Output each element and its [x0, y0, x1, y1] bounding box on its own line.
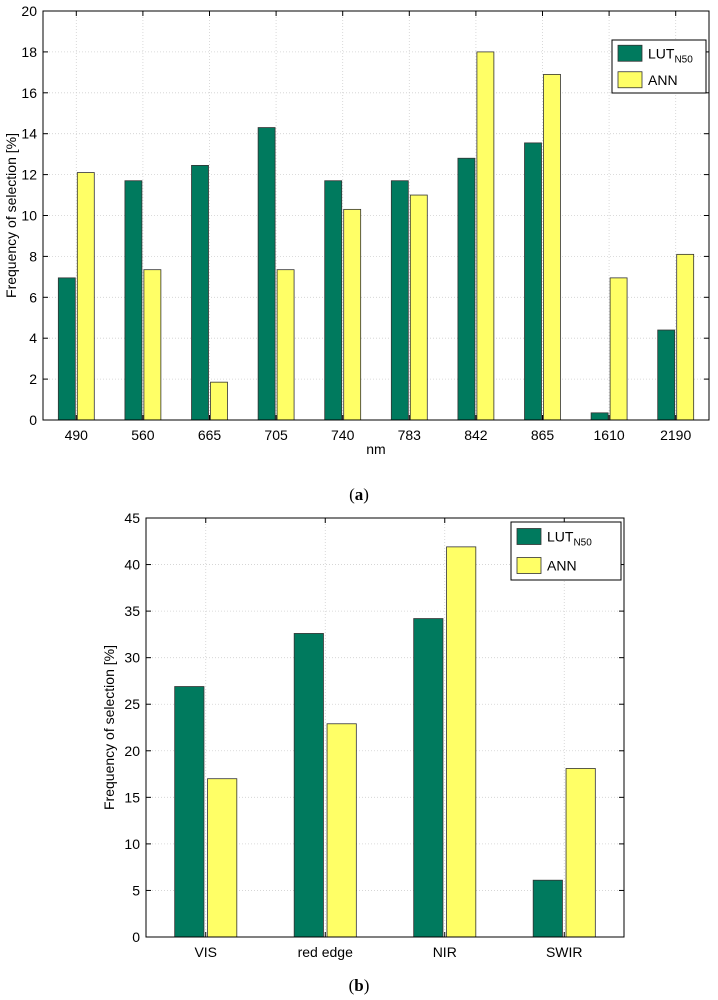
- bar-lut-783: [390, 180, 409, 421]
- caption-letter: b: [354, 976, 363, 995]
- legend-label-subscript: N50: [573, 538, 592, 549]
- y-tick-label: 20: [21, 3, 37, 19]
- x-axis-label: nm: [366, 441, 385, 457]
- legend-swatch-ann: [516, 557, 542, 574]
- legend-label-text: ANN: [547, 558, 577, 574]
- bar-lut-842: [457, 157, 476, 421]
- bar-ann-red-edge: [326, 723, 357, 938]
- x-tick-label: 783: [398, 427, 422, 443]
- caption-close: ): [364, 976, 370, 995]
- bar-lut-740: [324, 180, 343, 421]
- y-tick-label: 0: [29, 412, 37, 428]
- y-tick-label: 14: [21, 126, 37, 142]
- chart-b: 0 5 10 15 20 25 30 35 40 45 VIS red edge NIR SWIR Freq…: [101, 510, 625, 995]
- bar-ann-740: [343, 208, 362, 421]
- x-tick-label: 490: [65, 427, 89, 443]
- y-tick-label: 20: [124, 743, 140, 759]
- bar-lut-red-edge: [293, 633, 324, 938]
- x-tick-label: VIS: [194, 944, 217, 960]
- bar-lut-665: [191, 164, 209, 421]
- bar-ann-490: [76, 172, 95, 421]
- y-tick-label: 45: [124, 510, 140, 526]
- panel-caption: (a): [349, 485, 369, 504]
- legend-label-text: LUT: [648, 45, 675, 61]
- y-tick-label: 10: [124, 836, 140, 852]
- bar-ann-865: [543, 73, 561, 421]
- x-tick-label: 842: [464, 427, 488, 443]
- bar-ann-1610: [609, 277, 628, 421]
- x-tick-label: 705: [264, 427, 288, 443]
- x-tick-label: 2190: [660, 427, 691, 443]
- legend-label-text: LUT: [547, 529, 574, 545]
- legend-label-ann: ANN: [648, 72, 678, 88]
- legend-swatch-ann: [617, 71, 643, 89]
- x-tick-label: NIR: [433, 944, 457, 960]
- panel-caption: (b): [349, 976, 370, 995]
- bar-lut-2190: [657, 329, 676, 421]
- bar-lut-nir: [413, 618, 444, 938]
- legend-swatch-lut: [617, 44, 643, 62]
- x-tick-label: SWIR: [546, 944, 583, 960]
- bar-ann-842: [476, 51, 495, 421]
- x-tick-label: red edge: [298, 944, 353, 960]
- y-tick-label: 15: [124, 789, 140, 805]
- bar-ann-665: [210, 381, 228, 421]
- legend-label-subscript: N50: [674, 54, 693, 65]
- bar-ann-560: [143, 269, 162, 421]
- y-tick-label: 10: [21, 208, 37, 224]
- x-tick-label: 665: [198, 427, 222, 443]
- caption-open: (: [349, 976, 355, 995]
- caption-close: ): [363, 485, 369, 504]
- y-tick-label: 6: [29, 289, 37, 305]
- bar-lut-vis: [174, 686, 205, 938]
- bar-ann-783: [409, 194, 428, 421]
- y-tick-label: 12: [21, 167, 37, 183]
- bar-ann-swir: [565, 768, 596, 938]
- bar-ann-705: [276, 269, 295, 421]
- y-axis-label: Frequency of selection [%]: [101, 645, 117, 810]
- y-tick-label: 30: [124, 650, 140, 666]
- bar-lut-490: [57, 277, 76, 421]
- y-tick-label: 16: [21, 85, 37, 101]
- legend-swatch-lut: [516, 528, 542, 545]
- x-tick-label: 1610: [594, 427, 625, 443]
- y-tick-label: 0: [132, 929, 140, 945]
- caption-letter: a: [355, 485, 364, 504]
- y-tick-label: 35: [124, 603, 140, 619]
- chart-a: 0 2 4 6 8 10 12 14 16 18 20 490 560 665 705 740 783 842 86…: [3, 3, 710, 504]
- legend-label-ann: ANN: [547, 558, 577, 574]
- legend-label-text: ANN: [648, 72, 678, 88]
- y-tick-label: 2: [29, 371, 37, 387]
- caption-open: (: [349, 485, 355, 504]
- legend-label-lut: LUTN50: [547, 529, 592, 549]
- bar-ann-nir: [446, 546, 477, 938]
- bar-ann-vis: [207, 778, 238, 938]
- bar-lut-560: [124, 180, 143, 421]
- y-tick-label: 40: [124, 557, 140, 573]
- x-tick-label: 560: [131, 427, 155, 443]
- bar-lut-swir: [532, 879, 563, 938]
- y-axis-label: Frequency of selection [%]: [3, 133, 19, 298]
- y-tick-label: 18: [21, 44, 37, 60]
- legend-label-lut: LUTN50: [648, 45, 693, 65]
- bar-lut-705: [257, 127, 276, 421]
- y-tick-label: 5: [132, 882, 140, 898]
- bar-lut-865: [524, 142, 542, 421]
- y-tick-label: 4: [29, 330, 37, 346]
- bar-ann-2190: [676, 253, 695, 421]
- y-tick-label: 8: [29, 248, 37, 264]
- y-tick-label: 25: [124, 696, 140, 712]
- axes-box: [145, 517, 625, 938]
- bar-lut-1610: [590, 412, 609, 421]
- x-tick-label: 865: [531, 427, 555, 443]
- x-tick-label: 740: [331, 427, 355, 443]
